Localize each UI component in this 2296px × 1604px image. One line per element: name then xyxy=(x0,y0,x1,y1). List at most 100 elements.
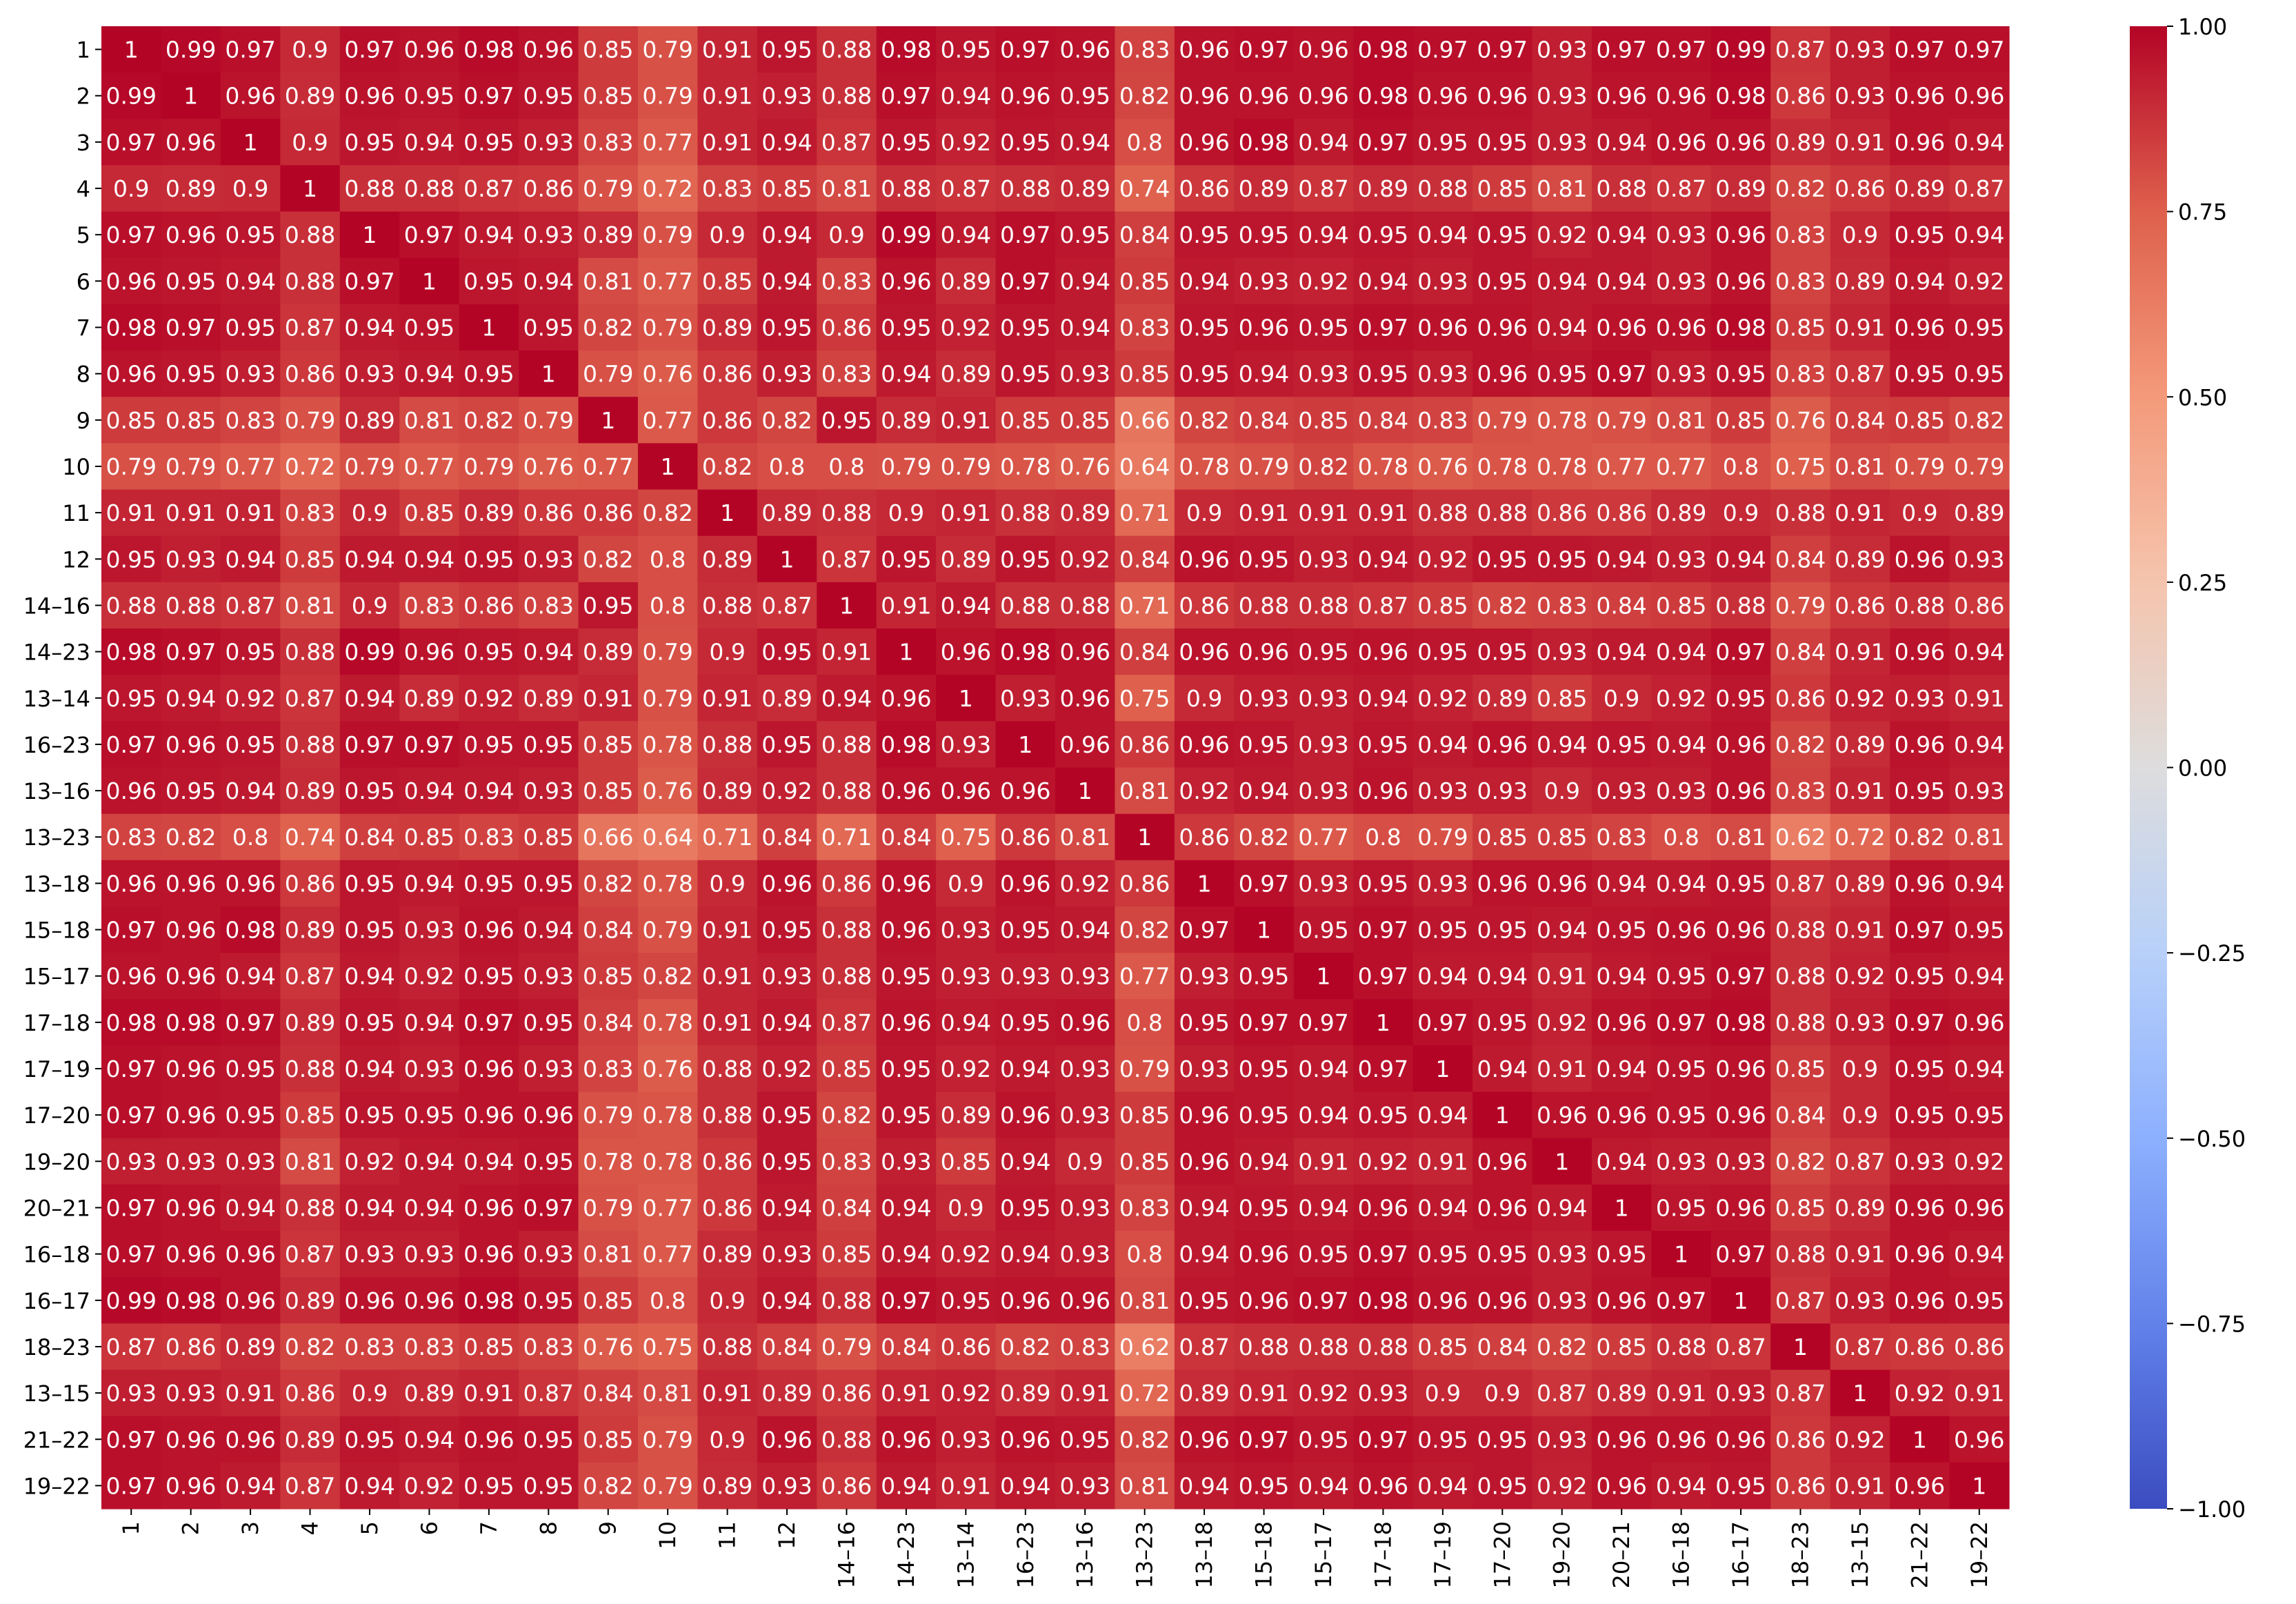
cell-value-label: 0.92 xyxy=(1954,1148,2004,1175)
cell-value-label: 0.79 xyxy=(1895,453,1945,480)
cell-value-label: 0.88 xyxy=(1000,592,1050,619)
cell-value-label: 0.88 xyxy=(1775,499,1826,526)
heatmap-cell xyxy=(637,489,698,537)
cell-value-label: 0.94 xyxy=(404,1426,455,1453)
cell-value-label: 0.96 xyxy=(106,268,156,295)
cell-value-label: 0.78 xyxy=(1477,453,1528,480)
cell-value-label: 0.85 xyxy=(1417,592,1468,619)
cell-value-label: 0.96 xyxy=(1417,83,1468,110)
cell-value-label: 0.97 xyxy=(1715,963,1766,990)
cell-value-label: 0.86 xyxy=(1596,499,1646,526)
y-tick-label: 19–20 xyxy=(23,1149,90,1175)
heatmap-cell xyxy=(817,304,877,351)
cell-value-label: 0.93 xyxy=(1477,778,1528,804)
cell-value-label: 0.66 xyxy=(1119,407,1170,434)
cell-value-label: 0.83 xyxy=(344,1334,395,1360)
cell-value-label: 0.94 xyxy=(1954,731,2004,758)
heatmap-cell xyxy=(1651,257,1712,305)
heatmap-cell xyxy=(995,489,1056,537)
cell-value-label: 0.84 xyxy=(1119,221,1170,248)
cell-value-label: 0.84 xyxy=(1119,639,1170,666)
y-tick-label: 4 xyxy=(77,176,90,202)
heatmap-cell xyxy=(1949,304,2010,351)
cell-value-label: 0.93 xyxy=(1358,1380,1408,1407)
cell-value-label: 0.93 xyxy=(1298,870,1348,897)
cell-value-label: 0.97 xyxy=(1895,1009,1945,1036)
heatmap-cell xyxy=(1412,350,1473,397)
cell-value-label: 0.96 xyxy=(1239,83,1289,110)
cell-value-label: 0.96 xyxy=(1895,315,1945,341)
cell-value-label: 0.94 xyxy=(1000,1472,1050,1499)
cell-value-label: 0.85 xyxy=(583,83,633,110)
heatmap-cell xyxy=(1473,211,1533,259)
cell-value-label: 0.95 xyxy=(761,37,812,63)
cell-value-label: 0.96 xyxy=(225,1241,275,1268)
heatmap-cell xyxy=(936,304,997,351)
cell-value-label: 0.62 xyxy=(1119,1334,1170,1360)
cell-value-label: 0.9 xyxy=(1544,778,1579,804)
cell-value-label: 0.79 xyxy=(941,453,991,480)
cell-value-label: 0.85 xyxy=(1417,1334,1468,1360)
cell-value-label: 0.96 xyxy=(881,685,931,712)
y-tick-label: 12 xyxy=(62,546,90,573)
cell-value-label: 0.91 xyxy=(1239,1380,1289,1407)
cell-value-label: 0.9 xyxy=(828,221,864,248)
cell-value-label: 0.96 xyxy=(463,1241,514,1268)
cell-value-label: 0.94 xyxy=(1596,268,1646,295)
x-tick-label: 19–20 xyxy=(1549,1521,1575,1588)
cell-value-label: 0.89 xyxy=(1059,175,1110,202)
cell-value-label: 0.9 xyxy=(709,1287,745,1314)
heatmap-cell xyxy=(1473,535,1533,583)
cell-value-label: 0.84 xyxy=(583,1009,633,1036)
cell-value-label: 0.96 xyxy=(1596,1426,1646,1453)
cell-value-label: 0.89 xyxy=(583,639,633,666)
cell-value-label: 0.97 xyxy=(166,315,216,341)
cell-value-label: 0.86 xyxy=(523,175,574,202)
cell-value-label: 0.96 xyxy=(1715,1102,1766,1129)
heatmap-cell xyxy=(1532,165,1593,212)
cell-value-label: 0.95 xyxy=(523,731,574,758)
cell-value-label: 0.94 xyxy=(761,268,812,295)
cell-value-label: 0.9 xyxy=(948,1194,984,1221)
cell-value-label: 0.97 xyxy=(106,221,156,248)
cell-value-label: 0.95 xyxy=(166,778,216,804)
cell-value-label: 0.88 xyxy=(1298,1334,1348,1360)
cell-value-label: 0.95 xyxy=(344,1102,395,1129)
heatmap-cell xyxy=(1710,257,1771,305)
cell-value-label: 0.82 xyxy=(1775,731,1826,758)
cell-value-label: 0.86 xyxy=(702,1194,752,1221)
heatmap-cell xyxy=(1651,397,1712,444)
cell-value-label: 0.89 xyxy=(285,1426,335,1453)
cell-value-label: 0.96 xyxy=(1596,1102,1646,1129)
cell-value-label: 0.95 xyxy=(1715,361,1766,388)
cell-value-label: 0.87 xyxy=(1775,1287,1826,1314)
heatmap-cell xyxy=(339,119,400,166)
x-tick-label: 4 xyxy=(297,1521,323,1535)
heatmap-cell xyxy=(1115,443,1175,491)
cell-value-label: 0.94 xyxy=(1059,315,1110,341)
cell-value-label: 0.79 xyxy=(1417,824,1468,851)
cell-value-label: 0.79 xyxy=(1477,407,1528,434)
cell-value-label: 0.96 xyxy=(1239,639,1289,666)
cell-value-label: 0.79 xyxy=(642,37,692,63)
cell-value-label: 0.92 xyxy=(1656,685,1706,712)
heatmap-cell xyxy=(578,443,639,491)
cell-value-label: 0.85 xyxy=(404,499,455,526)
cell-value-label: 0.97 xyxy=(106,1472,156,1499)
cell-value-label: 0.88 xyxy=(106,592,156,619)
heatmap-cell xyxy=(459,443,519,491)
cell-value-label: 0.83 xyxy=(1775,221,1826,248)
cell-value-label: 0.88 xyxy=(821,37,872,63)
cell-value-label: 0.85 xyxy=(1477,824,1528,851)
cell-value-label: 0.92 xyxy=(941,129,991,156)
cell-value-label: 0.88 xyxy=(1358,1334,1408,1360)
heatmap-cell xyxy=(1591,211,1652,259)
cell-value-label: 0.95 xyxy=(463,639,514,666)
heatmap-cell xyxy=(1949,350,2010,397)
cell-value-label: 0.91 xyxy=(702,37,752,63)
cell-value-label: 0.98 xyxy=(166,1287,216,1314)
cell-value-label: 0.91 xyxy=(1656,1380,1706,1407)
heatmap-cell xyxy=(1293,489,1354,537)
cell-value-label: 0.96 xyxy=(1596,1009,1646,1036)
cell-value-label: 0.87 xyxy=(941,175,991,202)
